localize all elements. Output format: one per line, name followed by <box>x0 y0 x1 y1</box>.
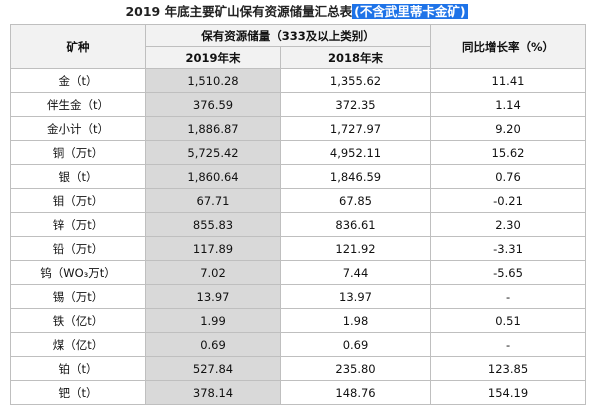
table-cell: - <box>430 284 587 309</box>
table-cell: 钼（万t） <box>10 188 146 213</box>
table-cell: 121.92 <box>279 236 432 261</box>
table-cell: 67.71 <box>145 188 281 213</box>
title-bar: 2019 年底主要矿山保有资源储量汇总表 (不含武里蒂卡金矿) <box>0 2 593 22</box>
header-cell: 2019年末 <box>145 46 281 69</box>
table-cell: 1,860.64 <box>145 164 281 189</box>
table-cell: 836.61 <box>279 212 432 237</box>
table-cell: 1,355.62 <box>279 68 432 93</box>
table-cell: 铂（t） <box>10 356 146 381</box>
table-row: 钼（万t） 67.71 67.85 -0.21 <box>10 188 587 213</box>
table-cell: 4,952.11 <box>279 140 432 165</box>
table-cell: 锡（万t） <box>10 284 146 309</box>
reserves-table: 矿种 保有资源储量（333及以上类别） 同比增长率（%） 2019年末 2018… <box>10 24 587 405</box>
table-row: 铜（万t） 5,725.42 4,952.11 15.62 <box>10 140 587 165</box>
table-cell: 376.59 <box>145 92 281 117</box>
table-cell: 钨（WO₃万t） <box>10 260 146 285</box>
table-cell: 1,886.87 <box>145 116 281 141</box>
table-row: 伴生金（t） 376.59 372.35 1.14 <box>10 92 587 117</box>
header-row: 2019年末 2018年末 <box>11 46 586 69</box>
table-cell: 1,727.97 <box>279 116 432 141</box>
title-note: (不含武里蒂卡金矿) <box>352 4 468 19</box>
table-row: 煤（亿t） 0.69 0.69- <box>10 332 587 357</box>
table-cell: 伴生金（t） <box>10 92 146 117</box>
table-cell: 2.30 <box>430 212 587 237</box>
table-cell: 9.20 <box>430 116 587 141</box>
table-cell: 1,510.28 <box>145 68 281 93</box>
table-cell: 11.41 <box>430 68 587 93</box>
table-row: 锡（万t） 13.97 13.97- <box>10 284 587 309</box>
table-cell: 1.98 <box>279 308 432 333</box>
table-cell: 372.35 <box>279 92 432 117</box>
table-row: 银（t） 1,860.64 1,846.59 0.76 <box>10 164 587 189</box>
table-row: 钯（t） 378.14 148.76 154.19 <box>10 380 587 405</box>
table-cell: - <box>430 332 587 357</box>
table-cell: 铜（万t） <box>10 140 146 165</box>
table-cell: 0.69 <box>145 332 281 357</box>
table-row: 铂（t） 527.84 235.80 123.85 <box>10 356 587 381</box>
table-row: 金（t） 1,510.28 1,355.62 11.41 <box>10 68 587 93</box>
table-cell: 5,725.42 <box>145 140 281 165</box>
table-cell: 13.97 <box>145 284 281 309</box>
header-row: 矿种 保有资源储量（333及以上类别） 同比增长率（%） <box>10 24 587 69</box>
table-cell: 银（t） <box>10 164 146 189</box>
header-cell: 矿种 <box>10 24 146 69</box>
table-cell: 1.99 <box>145 308 281 333</box>
table-cell: 钯（t） <box>10 380 146 405</box>
table-row: 锌（万t） 855.83 836.61 2.30 <box>10 212 587 237</box>
table-cell: 855.83 <box>145 212 281 237</box>
table-cell: 铅（万t） <box>10 236 146 261</box>
table-cell: 67.85 <box>279 188 432 213</box>
header-cell: 同比增长率（%） <box>430 24 587 69</box>
table-cell: 1,846.59 <box>279 164 432 189</box>
table-cell: 117.89 <box>145 236 281 261</box>
header-cell: 2018年末 <box>279 46 432 69</box>
table-cell: 0.51 <box>430 308 587 333</box>
table-cell: 235.80 <box>279 356 432 381</box>
table-cell: 7.02 <box>145 260 281 285</box>
table-row: 金小计（t） 1,886.87 1,727.97 9.20 <box>10 116 587 141</box>
table-cell: 148.76 <box>279 380 432 405</box>
table-body: 金（t） 1,510.28 1,355.62 11.41 伴生金（t） 376.59 372… <box>10 68 587 405</box>
table-cell: 123.85 <box>430 356 587 381</box>
table-cell: 0.69 <box>279 332 432 357</box>
table-cell: 154.19 <box>430 380 587 405</box>
table-cell: -5.65 <box>430 260 587 285</box>
title: 2019 年底主要矿山保有资源储量汇总表 <box>125 4 353 19</box>
table-row: 钨（WO₃万t） 7.02 7.44 -5.65 <box>10 260 587 285</box>
table-cell: 1.14 <box>430 92 587 117</box>
table-cell: -0.21 <box>430 188 587 213</box>
table-cell: 铁（亿t） <box>10 308 146 333</box>
table-cell: 7.44 <box>279 260 432 285</box>
table-cell: 金（t） <box>10 68 146 93</box>
table-cell: 0.76 <box>430 164 587 189</box>
table-cell: 金小计（t） <box>10 116 146 141</box>
table-cell: 锌（万t） <box>10 212 146 237</box>
header-cell: 保有资源储量（333及以上类别） <box>144 24 432 47</box>
table-cell: 煤（亿t） <box>10 332 146 357</box>
table-cell: 378.14 <box>145 380 281 405</box>
table-head: 矿种 保有资源储量（333及以上类别） 同比增长率（%） 2019年末 2018… <box>10 24 587 69</box>
table-cell: 15.62 <box>430 140 587 165</box>
table-cell: 527.84 <box>145 356 281 381</box>
table-cell: -3.31 <box>430 236 587 261</box>
table-cell: 13.97 <box>279 284 432 309</box>
table-row: 铁（亿t） 1.99 1.98 0.51 <box>10 308 587 333</box>
table-row: 铅（万t） 117.89 121.92 -3.31 <box>10 236 587 261</box>
